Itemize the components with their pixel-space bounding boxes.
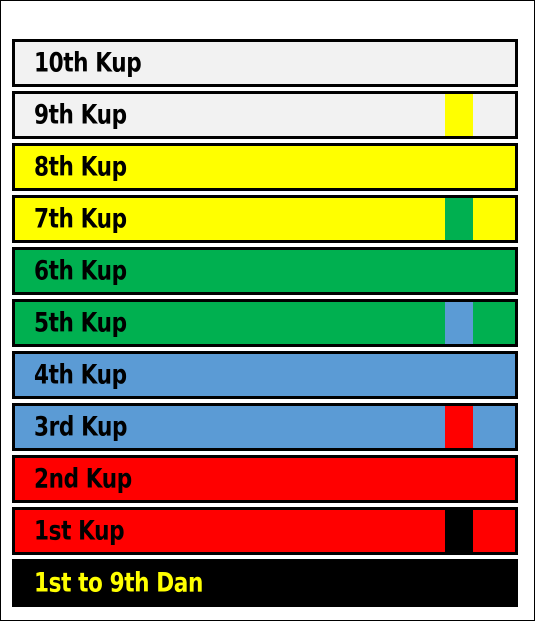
belt-label: 3rd Kup <box>34 411 128 443</box>
belt-9th-kup: 9th Kup <box>12 91 518 139</box>
belt-label: 6th Kup <box>34 255 127 287</box>
belt-10th-kup: 10th Kup <box>12 39 518 87</box>
belt-stripe <box>445 406 473 448</box>
belt-label: 7th Kup <box>34 203 127 235</box>
belt-label: 1st Kup <box>34 515 125 547</box>
belt-label: 8th Kup <box>34 151 127 183</box>
belt-list: 10th Kup 9th Kup 8th Kup 7th Kup 6th Kup… <box>12 39 518 607</box>
belt-label: 2nd Kup <box>34 463 132 495</box>
belt-label: 1st to 9th Dan <box>34 567 203 599</box>
belt-3rd-kup: 3rd Kup <box>12 403 518 451</box>
belt-label: 5th Kup <box>34 307 127 339</box>
belt-stripe <box>445 94 473 136</box>
belt-2nd-kup: 2nd Kup <box>12 455 518 503</box>
belt-8th-kup: 8th Kup <box>12 143 518 191</box>
belt-label: 9th Kup <box>34 99 127 131</box>
belt-stripe <box>445 510 473 552</box>
belt-stripe <box>445 302 473 344</box>
belt-7th-kup: 7th Kup <box>12 195 518 243</box>
belt-label: 4th Kup <box>34 359 127 391</box>
belt-label: 10th Kup <box>34 47 142 79</box>
belt-1st-kup: 1st Kup <box>12 507 518 555</box>
belt-4th-kup: 4th Kup <box>12 351 518 399</box>
belt-6th-kup: 6th Kup <box>12 247 518 295</box>
belt-stripe <box>445 198 473 240</box>
belt-1st-to-9th-dan: 1st to 9th Dan <box>12 559 518 607</box>
belt-5th-kup: 5th Kup <box>12 299 518 347</box>
